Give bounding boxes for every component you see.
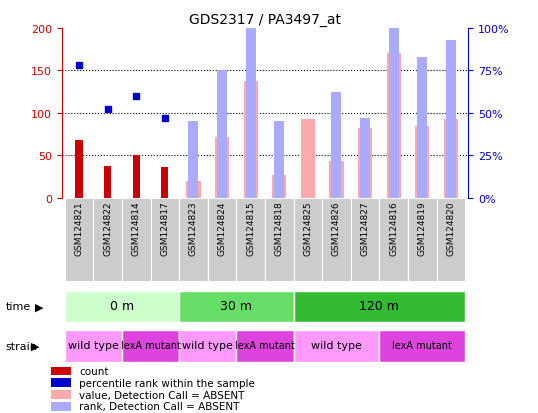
Text: wild type: wild type (68, 340, 119, 350)
Bar (408, 198, 437, 281)
Bar (236, 198, 265, 281)
Bar (236, 330, 294, 362)
Text: GSM124818: GSM124818 (275, 201, 284, 255)
Text: strain: strain (5, 341, 37, 351)
Text: wild type: wild type (182, 340, 233, 350)
Bar (122, 198, 151, 281)
Bar (179, 198, 208, 281)
Text: GSM124817: GSM124817 (160, 201, 169, 255)
Text: GSM124820: GSM124820 (447, 201, 455, 255)
Bar (244, 81, 258, 198)
Bar (294, 291, 465, 323)
Bar (215, 137, 229, 198)
Text: GSM124827: GSM124827 (360, 201, 370, 255)
Text: lexA mutant: lexA mutant (235, 340, 295, 350)
Bar (379, 330, 465, 362)
Bar (104, 167, 111, 198)
Bar (329, 162, 344, 198)
Bar (161, 168, 168, 198)
Bar (51, 379, 70, 387)
Bar (379, 198, 408, 281)
Text: GSM124815: GSM124815 (246, 201, 255, 255)
Bar (217, 71, 227, 198)
Text: GSM124819: GSM124819 (418, 201, 427, 255)
Text: ▶: ▶ (31, 341, 40, 351)
Bar (274, 122, 284, 198)
Bar (301, 119, 315, 198)
Text: GSM124816: GSM124816 (389, 201, 398, 255)
Bar (294, 330, 379, 362)
Text: GSM124826: GSM124826 (332, 201, 341, 255)
Text: lexA mutant: lexA mutant (121, 340, 180, 350)
Bar (437, 198, 465, 281)
Bar (179, 330, 236, 362)
Bar (388, 17, 399, 198)
Text: value, Detection Call = ABSENT: value, Detection Call = ABSENT (79, 389, 245, 400)
Bar (246, 12, 256, 198)
Bar (75, 141, 83, 198)
Text: lexA mutant: lexA mutant (392, 340, 452, 350)
Text: GSM124814: GSM124814 (132, 201, 141, 255)
Bar (65, 198, 93, 281)
Bar (93, 198, 122, 281)
Text: ▶: ▶ (35, 301, 44, 312)
Bar (446, 41, 456, 198)
Bar (322, 198, 351, 281)
Bar (51, 390, 70, 399)
Bar (360, 119, 370, 198)
Text: GSM124825: GSM124825 (303, 201, 313, 255)
Bar (386, 54, 401, 198)
Text: GSM124823: GSM124823 (189, 201, 198, 255)
Bar (351, 198, 379, 281)
Text: rank, Detection Call = ABSENT: rank, Detection Call = ABSENT (79, 401, 239, 411)
Text: GSM124822: GSM124822 (103, 201, 112, 255)
Text: time: time (5, 301, 31, 312)
Bar (151, 198, 179, 281)
Bar (358, 129, 372, 198)
Text: 0 m: 0 m (110, 299, 134, 313)
Bar (51, 367, 70, 375)
Bar (186, 181, 201, 198)
Bar (415, 126, 429, 198)
Text: percentile rank within the sample: percentile rank within the sample (79, 378, 255, 388)
Bar (272, 176, 286, 198)
Bar (122, 330, 179, 362)
Bar (179, 291, 294, 323)
Text: wild type: wild type (311, 340, 362, 350)
Text: GSM124824: GSM124824 (217, 201, 226, 255)
Title: GDS2317 / PA3497_at: GDS2317 / PA3497_at (189, 12, 341, 26)
Text: 120 m: 120 m (359, 299, 399, 313)
Bar (133, 156, 140, 198)
Bar (188, 122, 199, 198)
Bar (417, 58, 427, 198)
Text: GSM124821: GSM124821 (75, 201, 83, 255)
Bar (208, 198, 236, 281)
Bar (294, 198, 322, 281)
Bar (65, 291, 179, 323)
Bar (65, 330, 122, 362)
Text: count: count (79, 366, 109, 376)
Bar (265, 198, 294, 281)
Text: 30 m: 30 m (221, 299, 252, 313)
Bar (51, 402, 70, 411)
Bar (444, 119, 458, 198)
Bar (331, 93, 342, 198)
